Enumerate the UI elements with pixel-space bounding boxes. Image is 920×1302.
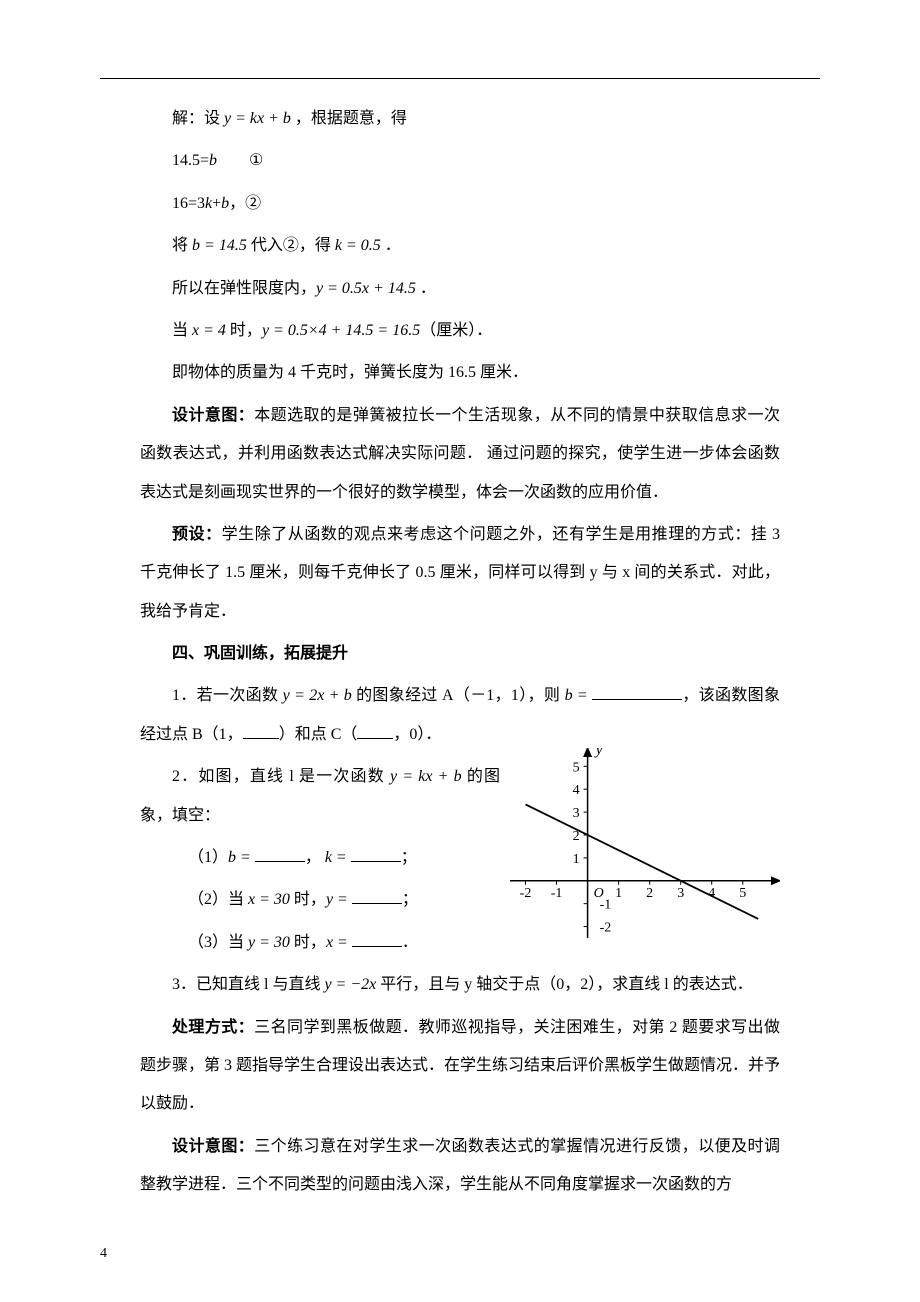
svg-text:5: 5 [573, 761, 580, 776]
math-eq: x = [326, 934, 352, 951]
text: ． [381, 237, 401, 254]
blank-fill [243, 723, 279, 739]
text: ． [402, 934, 418, 951]
para-result: 所以在弹性限度内，y = 0.5x + 14.5 ． [140, 270, 780, 308]
para-procedure: 处理方式：三名同学到黑板做题．教师巡视指导，关注困难生，对第 2 题要求写出做题… [140, 1009, 780, 1124]
question-2-text: 2．如图，直线 l 是一次函数 y = kx + b 的图象，填空： （1）b … [140, 758, 500, 966]
label-preset: 预设： [172, 526, 222, 543]
para-design: 设计意图：本题选取的是弹簧被拉长一个生活现象，从不同的情景中获取信息求一次函数表… [140, 397, 780, 512]
circled-num: ① [217, 142, 263, 180]
question-3: 3．已知直线 l 与直线 y = −2x 平行，且与 y 轴交于点（0，2），求… [140, 966, 780, 1004]
svg-text:3: 3 [573, 806, 580, 821]
svg-text:-2: -2 [600, 921, 612, 936]
text: （厘米）． [420, 322, 492, 339]
text: 2．如图，直线 l 是一次函数 [172, 768, 390, 785]
text: ， [305, 849, 321, 866]
math-eq: k = 0.5 [335, 237, 381, 254]
text: 时， [226, 322, 262, 339]
math-eq: y = 0.5×4 + 14.5 = 16.5 [262, 322, 420, 339]
label-proc: 处理方式： [172, 1019, 254, 1036]
text: + [212, 195, 221, 212]
svg-text:5: 5 [739, 886, 746, 901]
math-eq: y = 0.5x + 14.5 [316, 280, 416, 297]
para-solution-start: 解：设 y = kx + b ，根据题意，得 [140, 100, 780, 138]
math-eq: b = [228, 849, 255, 866]
math-var: b [209, 152, 217, 169]
svg-text:O: O [594, 886, 604, 901]
text: 解：设 [172, 110, 224, 127]
math-eq: b = [565, 687, 592, 704]
math-eq: y = kx + b [224, 110, 291, 127]
text: 16=3 [172, 195, 205, 212]
text: 所以在弹性限度内， [172, 280, 316, 297]
para-eq2: 16=3k+b，② [140, 185, 780, 223]
math-eq: y = −2x [324, 976, 376, 993]
text: （2）当 [188, 891, 248, 908]
section-4-title: 四、巩固训练，拓展提升 [140, 635, 780, 673]
blank-fill [357, 723, 393, 739]
svg-text:1: 1 [573, 852, 580, 867]
header-rule [100, 78, 820, 79]
math-eq: y = 30 [248, 934, 290, 951]
math-eq: y = 2x + b [283, 687, 352, 704]
text: （3）当 [188, 934, 248, 951]
graph-svg: -2-112345-2-112345xyO [510, 748, 780, 938]
svg-text:4: 4 [708, 886, 715, 901]
text: ； [402, 891, 418, 908]
question-2-2: （2）当 x = 30 时，y = ； [140, 881, 500, 919]
text: 的图象经过 A（－1，1），则 [352, 687, 565, 704]
svg-text:-2: -2 [520, 886, 532, 901]
question-2-3: （3）当 y = 30 时，x = ． [140, 924, 500, 962]
text: 1．若一次函数 [172, 687, 283, 704]
svg-text:-1: -1 [551, 886, 563, 901]
math-eq: y = [326, 891, 352, 908]
para-preset: 预设：学生除了从函数的观点来考虑这个问题之外，还有学生是用推理的方式：挂 3 千… [140, 516, 780, 631]
math-eq: x = 4 [192, 322, 226, 339]
question-1: 1．若一次函数 y = 2x + b 的图象经过 A（－1，1），则 b = ，… [140, 677, 780, 754]
question-2-1: （1）b = ， k = ； [140, 839, 500, 877]
text: ，② [229, 195, 261, 212]
blank-fill [351, 846, 401, 862]
blank-fill [352, 888, 402, 904]
math-eq: k = [325, 849, 351, 866]
text: ，0）． [393, 726, 441, 743]
svg-text:3: 3 [677, 886, 684, 901]
math-eq: y = kx + b [390, 768, 462, 785]
question-2-row: 2．如图，直线 l 是一次函数 y = kx + b 的图象，填空： （1）b … [140, 758, 780, 966]
text: 当 [172, 322, 192, 339]
svg-text:y: y [594, 748, 604, 758]
blank-fill [352, 931, 402, 947]
text: 将 [172, 237, 192, 254]
math-eq: b = 14.5 [192, 237, 247, 254]
blank-fill [592, 684, 682, 700]
text: 时， [290, 891, 326, 908]
text: 14.5= [172, 152, 209, 169]
svg-text:1: 1 [615, 886, 622, 901]
label-design: 设计意图： [172, 407, 254, 424]
math-var: b [221, 195, 229, 212]
text: （1） [188, 849, 228, 866]
para-eq1: 14.5=b ① [140, 142, 780, 180]
text: 3．已知直线 l 与直线 [172, 976, 324, 993]
text: ． [416, 280, 436, 297]
text: ； [401, 849, 417, 866]
svg-text:4: 4 [573, 783, 580, 798]
label-design: 设计意图： [172, 1138, 254, 1155]
question-2-intro: 2．如图，直线 l 是一次函数 y = kx + b 的图象，填空： [140, 758, 500, 835]
para-design2: 设计意图：三个练习意在对学生求一次函数表达式的掌握情况进行反馈，以便及时调整教学… [140, 1128, 780, 1205]
text: ）和点 C（ [279, 726, 358, 743]
blank-fill [255, 846, 305, 862]
para-when: 当 x = 4 时，y = 0.5×4 + 14.5 = 16.5（厘米）． [140, 312, 780, 350]
coordinate-graph: -2-112345-2-112345xyO [510, 748, 780, 943]
para-sub: 将 b = 14.5 代入②，得 k = 0.5 ． [140, 227, 780, 265]
svg-text:2: 2 [646, 886, 653, 901]
text: ，根据题意，得 [295, 110, 407, 127]
para-conclusion: 即物体的质量为 4 千克时，弹簧长度为 16.5 厘米． [140, 354, 780, 392]
text: 平行，且与 y 轴交于点（0，2），求直线 l 的表达式． [376, 976, 752, 993]
page-number: 4 [100, 1246, 107, 1262]
text: 代入②，得 [247, 237, 335, 254]
math-eq: x = 30 [248, 891, 290, 908]
text: 学生除了从函数的观点来考虑这个问题之外，还有学生是用推理的方式：挂 3 千克伸长… [140, 526, 780, 620]
text: 时， [290, 934, 326, 951]
